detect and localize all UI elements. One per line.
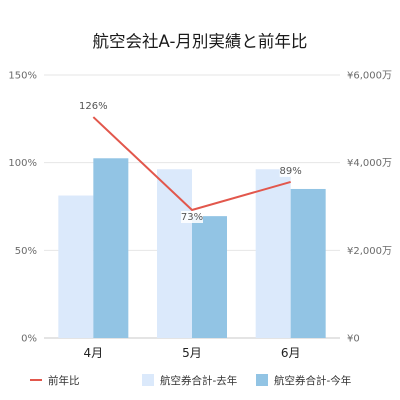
chart-title: 航空会社A-月別実績と前年比 <box>93 32 308 51</box>
y-right-tick-label: ¥6,000万 <box>347 71 392 82</box>
y-right-tick-label: ¥0 <box>347 334 360 345</box>
legend-swatch <box>256 374 268 386</box>
data-label-bg <box>79 100 108 113</box>
y-left-tick-label: 100% <box>8 158 37 169</box>
legend[interactable]: 前年比 航空券合計-去年 航空券合計-今年 <box>30 374 351 387</box>
x-category-label: 4月 <box>84 346 104 360</box>
data-label-bg <box>181 211 203 224</box>
axes: 0% 50% 100% 150% ¥0 ¥2,000万 ¥4,000万 ¥6,000万 4月 5月… <box>8 71 392 361</box>
bar-last-year <box>157 169 192 338</box>
legend-swatch <box>142 374 154 386</box>
y-left-tick-label: 50% <box>15 246 37 257</box>
bar-this-year <box>93 158 129 338</box>
x-category-label: 5月 <box>182 346 202 360</box>
line-series: 126% 73% 89% <box>79 100 302 224</box>
data-label: 89% <box>280 166 302 177</box>
y-left-tick-label: 0% <box>21 334 37 345</box>
legend-label: 航空券合計-今年 <box>274 374 351 387</box>
data-label: 73% <box>181 212 203 223</box>
bar-series <box>58 158 326 338</box>
y-right-tick-label: ¥2,000万 <box>347 246 392 257</box>
bar-this-year <box>290 188 326 338</box>
legend-item[interactable]: 前年比 <box>30 374 80 387</box>
bar-last-year <box>255 169 291 338</box>
legend-item[interactable]: 航空券合計-今年 <box>256 374 351 387</box>
ratio-line <box>92 116 291 212</box>
legend-item[interactable]: 航空券合計-去年 <box>142 374 237 387</box>
legend-label: 航空券合計-去年 <box>160 374 237 387</box>
y-left-tick-label: 150% <box>8 71 37 82</box>
x-category-label: 6月 <box>281 346 301 360</box>
bar-this-year <box>192 216 227 338</box>
legend-label: 前年比 <box>48 374 80 387</box>
data-label: 126% <box>79 101 108 112</box>
bar-last-year <box>58 195 94 338</box>
y-right-tick-label: ¥4,000万 <box>347 158 392 169</box>
data-label-bg <box>279 164 302 177</box>
